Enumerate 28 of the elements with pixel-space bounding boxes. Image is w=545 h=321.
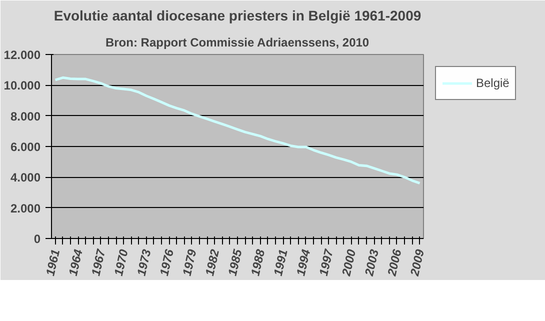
y-tick-label: 4.000: [10, 170, 41, 185]
x-tick-label: 2009: [407, 248, 428, 278]
x-tick-label: 2000: [338, 248, 359, 278]
x-tick-label: 1997: [316, 246, 336, 278]
x-tick-label: 1994: [294, 248, 314, 278]
x-tick-label: 1973: [134, 248, 154, 278]
line-series: [54, 76, 421, 184]
chart-subtitle: Bron: Rapport Commissie Adriaenssens, 2010: [105, 36, 370, 50]
y-tick-label: 6.000: [10, 140, 41, 154]
y-tick-label: 0: [34, 232, 41, 246]
x-tick-label: 1982: [202, 248, 222, 278]
y-tick-label: 2.000: [10, 201, 41, 216]
y-tick-label: 10.000: [4, 78, 41, 93]
x-tick-label: 1988: [248, 248, 268, 278]
x-tick-label: 1964: [66, 248, 86, 278]
x-tick-label: 2006: [384, 248, 404, 278]
x-tick-label: 1991: [270, 248, 290, 278]
x-tick-label: 1985: [225, 248, 245, 278]
x-tick-label: 1976: [156, 248, 177, 278]
x-tick-label: 1979: [180, 248, 200, 278]
x-tick-label: 1970: [111, 248, 132, 278]
y-tick-label: 12.000: [4, 48, 41, 62]
x-tick-label: 1961: [43, 248, 63, 278]
x-tick-label: 1967: [88, 246, 108, 278]
x-tick-label: 2003: [362, 248, 382, 278]
chart-title: Evolutie aantal diocesane priesters in België 1961-2009: [54, 8, 422, 24]
y-tick-label: 8.000: [10, 109, 41, 124]
legend-label: België: [476, 76, 510, 90]
